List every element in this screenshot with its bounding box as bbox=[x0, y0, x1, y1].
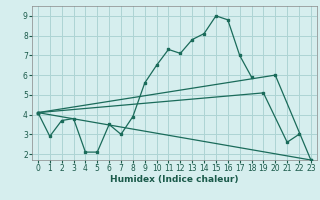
X-axis label: Humidex (Indice chaleur): Humidex (Indice chaleur) bbox=[110, 175, 239, 184]
